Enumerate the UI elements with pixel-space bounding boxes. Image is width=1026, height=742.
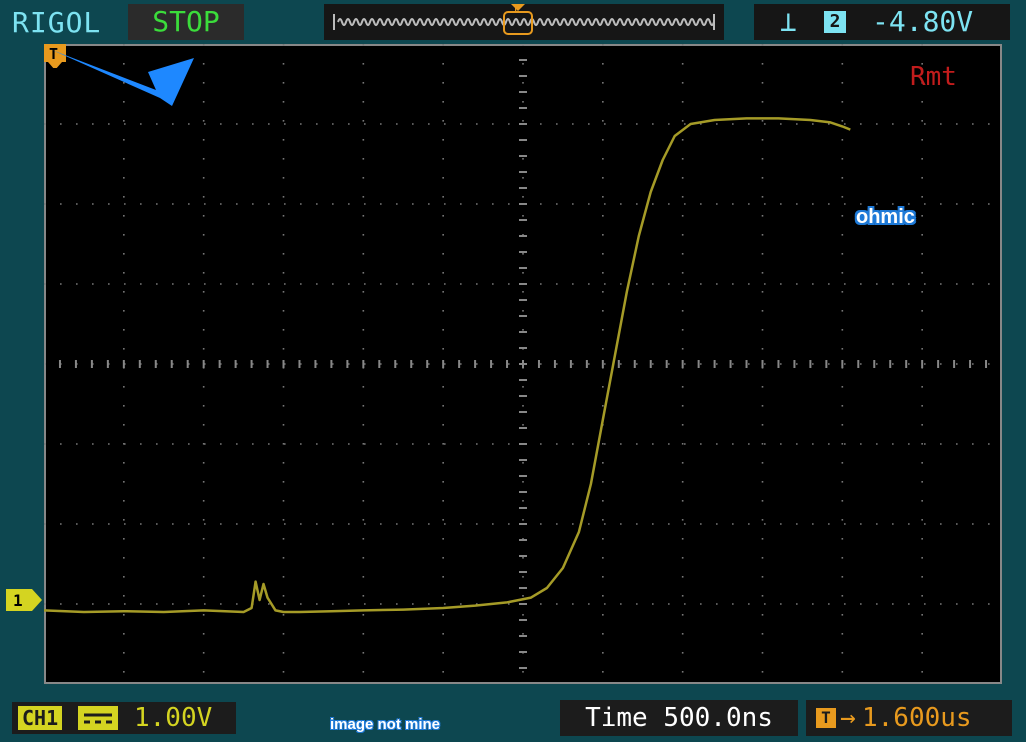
trigger-position-icon: T (44, 44, 66, 68)
channel-name-badge: CH1 (18, 706, 63, 730)
waveform-display[interactable]: Rmt T ohmic (44, 44, 1002, 684)
timebase-readout[interactable]: Time 500.0ns (560, 700, 798, 736)
waveform-trace (44, 117, 851, 614)
vertical-scale: 1.00V (134, 703, 213, 733)
trigger-source-badge: 2 (824, 11, 846, 33)
trigger-delay-value: 1.600us (862, 703, 972, 733)
annotation-arrow-icon (52, 50, 194, 106)
run-stop-indicator[interactable]: STOP (128, 4, 244, 40)
channel-marker-label: 1 (13, 591, 23, 610)
image-credit: image not mine (330, 716, 441, 733)
trigger-delay[interactable]: T → 1.600us (806, 700, 1012, 736)
trigger-delay-icon: T (816, 708, 836, 728)
bottom-status-bar: CH1 1.00V image not mine Time 500.0ns T … (0, 698, 1026, 742)
trigger-level: -4.80V (872, 5, 974, 38)
memory-waveform-icon: T (333, 1, 715, 35)
brand-logo: RIGOL (12, 6, 102, 39)
svg-text:T: T (512, 4, 519, 15)
graticule (44, 44, 1002, 684)
annotation-label: ohmic (856, 206, 915, 228)
channel-ground-marker[interactable]: 1 (6, 589, 42, 611)
top-status-bar: RIGOL STOP T ⊥ 2 -4.80V (0, 0, 1026, 44)
right-arrow-icon: → (840, 703, 856, 733)
remote-indicator: Rmt (910, 62, 957, 92)
channel-1-settings[interactable]: CH1 1.00V (12, 702, 236, 734)
trigger-marker-label: T (49, 45, 58, 63)
trigger-settings[interactable]: ⊥ 2 -4.80V (754, 4, 1010, 40)
dc-coupling-icon (78, 706, 118, 730)
memory-depth-bar: T (324, 1, 724, 40)
falling-edge-icon: ⊥ (780, 5, 797, 38)
